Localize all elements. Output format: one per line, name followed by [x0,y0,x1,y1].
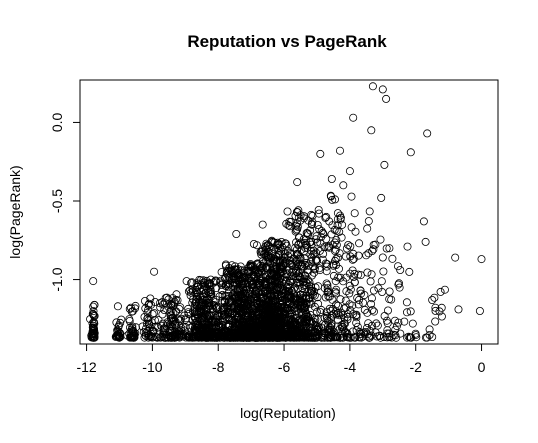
data-point [373,320,380,327]
x-axis: -12 -10 -8 -6 -4 -2 0 [76,344,485,375]
data-point [183,278,190,285]
x-axis-label: log(Reputation) [240,405,336,421]
data-point [233,230,240,237]
data-point [378,278,385,285]
x-tick-label: -6 [278,359,291,375]
data-point [346,168,353,175]
data-point [364,225,371,232]
y-tick-label: -1.0 [49,267,65,291]
data-point [476,307,483,314]
data-point [384,307,391,314]
data-point [381,312,388,319]
data-point [351,279,358,286]
data-point [424,130,431,137]
y-tick-label: 0.0 [49,112,65,132]
x-tick-label: -2 [409,359,422,375]
data-point [383,95,390,102]
data-points [87,83,486,342]
data-point [381,161,388,168]
y-axis-label: log(PageRank) [7,165,23,258]
data-point [404,243,411,250]
data-point [356,240,363,247]
y-axis: -1.0 -0.5 0.0 [49,112,80,291]
data-point [90,278,97,285]
data-point [259,221,266,228]
data-point [365,218,372,225]
data-point [368,127,375,134]
data-point [379,86,386,93]
data-point [336,147,343,154]
data-point [437,288,444,295]
data-point [370,246,377,253]
data-point [151,268,158,275]
data-point [369,83,376,90]
data-point [420,218,427,225]
data-point [366,208,373,215]
x-tick-label: 0 [478,359,486,375]
data-point [114,303,121,310]
data-point [431,294,438,301]
data-point [384,320,391,327]
data-point [364,269,371,276]
data-point [432,318,439,325]
data-point [379,254,386,261]
data-point [422,238,429,245]
x-tick-label: -12 [76,359,96,375]
data-point [328,175,335,182]
data-point [429,296,436,303]
data-point [368,271,375,278]
data-point [397,330,404,337]
data-point [354,294,361,301]
data-point [348,224,355,231]
data-point [317,150,324,157]
data-point [407,149,414,156]
data-point [409,320,416,327]
chart-title: Reputation vs PageRank [187,32,387,51]
data-point [370,287,377,294]
data-point [478,256,485,263]
data-point [406,268,413,275]
data-point [348,193,355,200]
data-point [350,114,357,121]
data-point [378,194,385,201]
x-tick-label: -10 [142,359,162,375]
data-point [294,179,301,186]
data-point [403,299,410,306]
data-point [351,210,358,217]
data-point [284,208,291,215]
data-point [452,254,459,261]
data-point [389,255,396,262]
x-tick-label: -8 [212,359,225,375]
data-point [441,286,448,293]
data-point [340,182,347,189]
data-point [367,278,374,285]
data-point [386,288,393,295]
y-tick-label: -0.5 [49,189,65,213]
data-point [380,268,387,275]
data-point [455,306,462,313]
data-point [218,269,225,276]
data-point [323,268,330,275]
data-point [352,228,359,235]
data-point [370,308,377,315]
x-tick-label: -4 [344,359,357,375]
